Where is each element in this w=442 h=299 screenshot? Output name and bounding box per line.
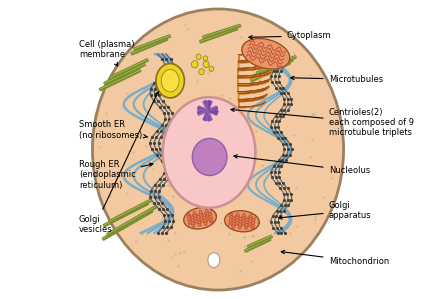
Polygon shape — [134, 35, 171, 51]
Ellipse shape — [92, 9, 343, 290]
Polygon shape — [251, 62, 290, 82]
Ellipse shape — [196, 54, 201, 60]
Text: Cytoplasm: Cytoplasm — [249, 31, 332, 40]
Polygon shape — [99, 69, 141, 91]
Polygon shape — [256, 56, 296, 74]
Polygon shape — [131, 38, 168, 55]
Ellipse shape — [161, 70, 179, 92]
Text: Golgi
apparatus: Golgi apparatus — [279, 201, 371, 220]
Text: Rough ER
(endoplasmic
reticulum): Rough ER (endoplasmic reticulum) — [79, 160, 153, 190]
Text: Microtubules: Microtubules — [291, 75, 383, 84]
Polygon shape — [102, 210, 153, 240]
Ellipse shape — [192, 138, 227, 176]
Ellipse shape — [156, 64, 184, 98]
Ellipse shape — [203, 56, 208, 61]
Ellipse shape — [199, 69, 204, 75]
Polygon shape — [253, 59, 293, 77]
Ellipse shape — [209, 66, 214, 71]
Text: Golgi
vesicles: Golgi vesicles — [79, 92, 158, 234]
Polygon shape — [103, 202, 148, 227]
Ellipse shape — [203, 61, 209, 68]
Polygon shape — [248, 235, 272, 248]
Polygon shape — [200, 27, 238, 43]
Polygon shape — [225, 211, 259, 232]
Ellipse shape — [163, 97, 255, 208]
Polygon shape — [242, 39, 290, 69]
Polygon shape — [107, 205, 157, 236]
Polygon shape — [244, 238, 271, 252]
Polygon shape — [184, 208, 217, 229]
Polygon shape — [104, 63, 145, 85]
Text: Smooth ER
(no ribosomes): Smooth ER (no ribosomes) — [79, 120, 148, 140]
Polygon shape — [110, 199, 151, 222]
Polygon shape — [110, 59, 148, 79]
Text: Cell (plasma)
membrane: Cell (plasma) membrane — [79, 40, 134, 66]
Text: Centrioles(2)
each composed of 9
microtubule triplets: Centrioles(2) each composed of 9 microtu… — [231, 108, 414, 138]
Polygon shape — [203, 24, 241, 39]
Ellipse shape — [191, 61, 198, 68]
Text: Mitochondrion: Mitochondrion — [281, 251, 389, 266]
Ellipse shape — [208, 253, 220, 268]
Text: Nucleolus: Nucleolus — [234, 155, 370, 175]
